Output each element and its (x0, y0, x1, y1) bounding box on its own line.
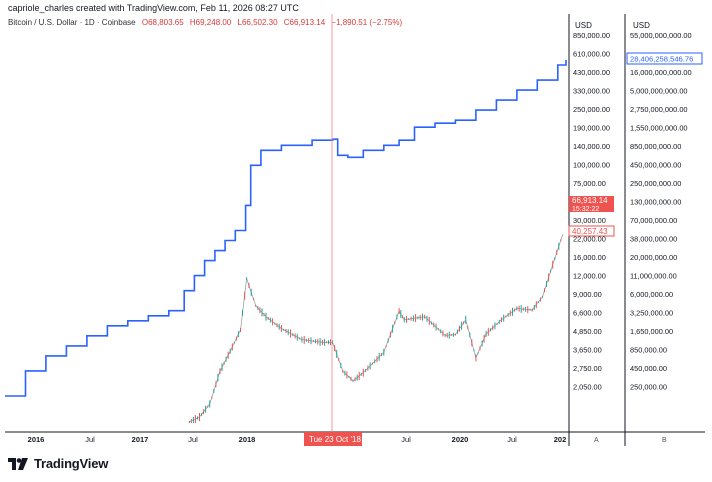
chart-canvas[interactable]: USD USD 850,000.00 610,000.00 430,000.00 33… (0, 0, 712, 456)
ohlc-close: C66,913.14 (283, 18, 326, 27)
axis-b-footer[interactable]: B (662, 437, 667, 444)
tradingview-logo-text: TradingView (34, 456, 109, 471)
symbol-bar: Bitcoin / U.S. Dollar · 1D · Coinbase O6… (8, 18, 402, 27)
axis-a-tick-label: 330,000.00 (573, 87, 610, 96)
axis-a-tick-label: 100,000.00 (573, 161, 610, 170)
ohlc-low: L66,502.30 (237, 18, 278, 27)
axis-b-tick-label: 11,000,000.00 (630, 272, 677, 281)
crosshair-date-text: Tue 23 Oct '18 (309, 435, 361, 444)
axis-a-tick-label: 2,750.00 (573, 364, 602, 373)
time-tick-label: Jul (85, 435, 95, 444)
axis-a-tick-label: 190,000.00 (573, 124, 610, 133)
axis-b-tick-label: 2,750,000,000.00 (630, 105, 688, 114)
tradingview-logo[interactable]: TradingView (8, 456, 108, 471)
price-chart-group (188, 233, 564, 423)
axis-b-tick-label: 5,000,000,000.00 (630, 87, 688, 96)
axis-b-tick-label: 55,000,000,000.00 (630, 31, 692, 40)
axis-a-footer[interactable]: A (594, 437, 599, 444)
axis-b-title: USD (633, 21, 650, 30)
axis-b-tick-label: 3,250,000.00 (630, 309, 673, 318)
axis-b-tick-label: 450,000,000.00 (630, 161, 681, 170)
axis-a-tick-label: 9,000.00 (573, 290, 602, 299)
axis-b-tick-label: 250,000.00 (630, 383, 667, 392)
axis-b-tick-label: 850,000.00 (630, 346, 667, 355)
last-price-value: 66,913.14 (572, 196, 608, 205)
ohlc-high: H69,248.00 (189, 18, 232, 27)
cumulative-line (5, 60, 567, 397)
axis-a-tick-label: 610,000.00 (573, 50, 610, 59)
axis-b-tick-label: 250,000,000.00 (630, 179, 681, 188)
axis-a-tick-label: 12,000.00 (573, 272, 606, 281)
axis-b-tick-label: 70,000,000.00 (630, 216, 677, 225)
time-tick-label: Jul (401, 435, 411, 444)
tradingview-logo-icon (8, 457, 28, 470)
axis-a-tick-label: 430,000.00 (573, 68, 610, 77)
axis-a-tick-label: 850,000.00 (573, 31, 610, 40)
axis-a-tick-label: 4,850.00 (573, 327, 602, 336)
axis-a-tick-label: 2,050.00 (573, 383, 602, 392)
axis-a-tick-label: 75,000.00 (573, 179, 606, 188)
last-price-badge (569, 196, 614, 212)
axis-b-value-text: 28,406,258,546.76 (630, 55, 693, 64)
axis-b-tick-label: 450,000.00 (630, 364, 667, 373)
axis-a-tick-label: 30,000.00 (573, 216, 606, 225)
axis-b-tick-label: 1,550,000,000.00 (630, 124, 688, 133)
axis-a-title: USD (575, 21, 592, 30)
axis-b-tick-label: 130,000,000.00 (630, 198, 681, 207)
time-tick-label: Jul (507, 435, 517, 444)
time-tick-label: Jul (188, 435, 198, 444)
time-tick-label: 2016 (28, 435, 45, 444)
axis-b-tick-label: 1,650,000.00 (630, 327, 673, 336)
time-tick-label: 202 (554, 435, 567, 444)
axis-b-tick-label: 38,000,000.00 (630, 235, 677, 244)
symbol-name[interactable]: Bitcoin / U.S. Dollar · 1D · Coinbase (8, 18, 136, 27)
price-line (189, 233, 564, 423)
axis-b-ticks[interactable]: 55,000,000,000.00 16,000,000,000.00 5,000,… (630, 31, 692, 392)
axis-b-tick-label: 20,000,000.00 (630, 253, 677, 262)
time-tick-label: 2018 (239, 435, 256, 444)
axis-a-tick-label: 16,000.00 (573, 253, 606, 262)
crosshair-date-badge (304, 432, 362, 446)
plot-area[interactable] (5, 14, 569, 432)
price-box-outline-value: 40,257.43 (572, 227, 608, 236)
axis-a-tick-label: 3,650.00 (573, 346, 602, 355)
axis-b-tick-label: 16,000,000,000.00 (630, 68, 692, 77)
axis-a-tick-label: 6,600.00 (573, 309, 602, 318)
cumulative-line-group (5, 60, 567, 397)
axis-b-tick-label: 850,000,000.00 (630, 142, 681, 151)
time-tick-label: 2017 (132, 435, 149, 444)
axis-b-tick-label: 6,000,000.00 (630, 290, 673, 299)
chart-credit: capriole_charles created with TradingVie… (8, 3, 299, 13)
ohlc-change: −1,890.51 (−2.75%) (331, 18, 403, 27)
time-tick-label: 2020 (452, 435, 469, 444)
ohlc-open: O68,803.65 (141, 18, 184, 27)
time-axis[interactable]: 2016 Jul 2017 Jul 2018 Jul 2020 Jul 202 (28, 435, 567, 444)
axis-a-tick-label: 250,000.00 (573, 105, 610, 114)
price-box-outline (568, 225, 615, 237)
axis-b-value-box (626, 52, 703, 65)
axis-a-tick-label: 22,000.00 (573, 235, 606, 244)
last-price-countdown: 15:32:22 (572, 206, 599, 213)
axis-a-tick-label: 140,000.00 (573, 142, 610, 151)
